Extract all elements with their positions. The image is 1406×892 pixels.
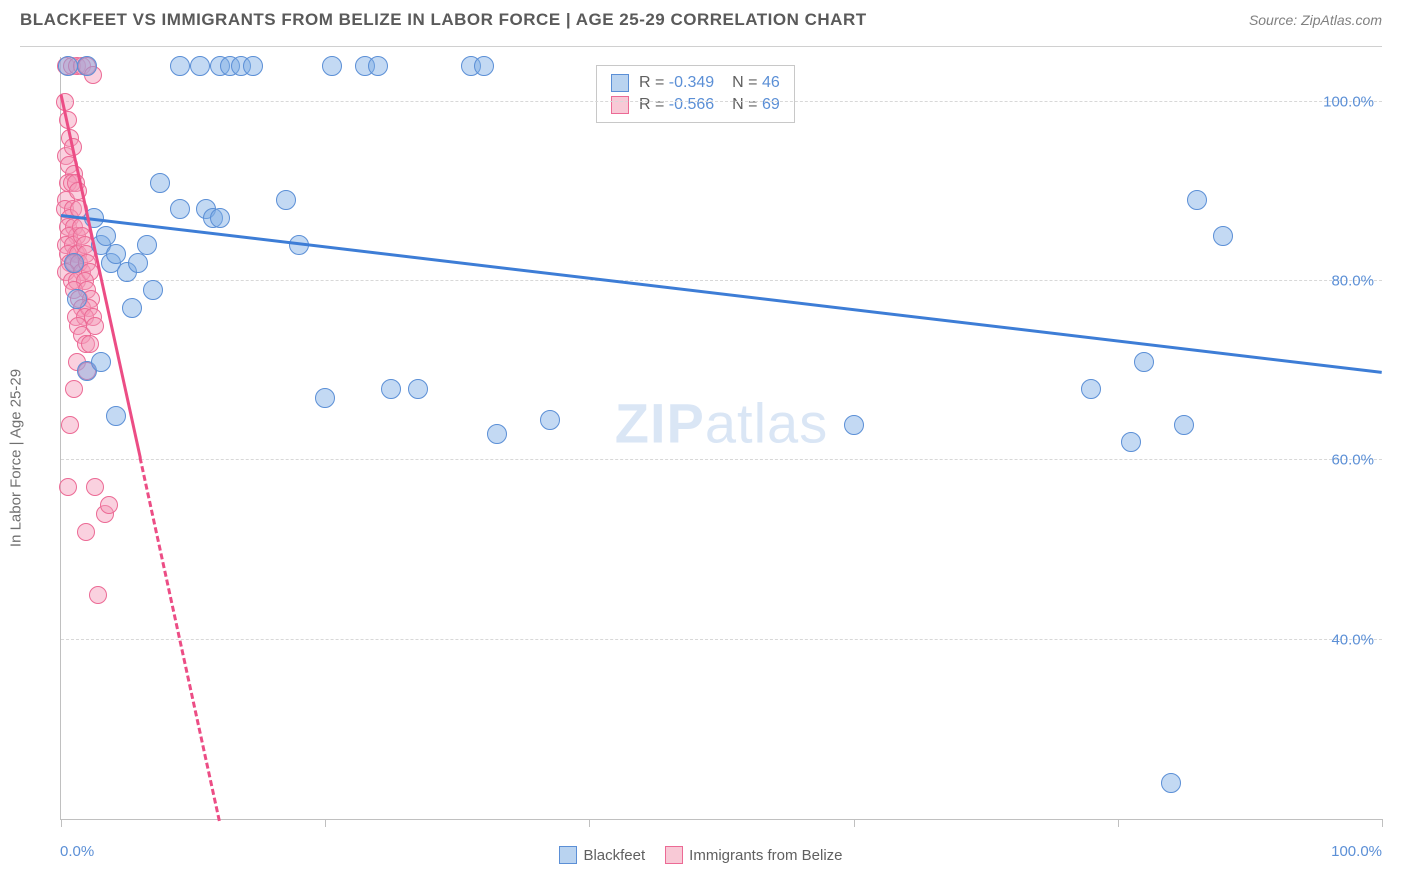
legend-item-belize: Immigrants from Belize (665, 846, 842, 864)
x-tick (1382, 819, 1383, 827)
legend-label-blackfeet: Blackfeet (583, 847, 645, 864)
correlation-row: R = -0.566N = 69 (611, 94, 780, 116)
data-point-blackfeet (487, 424, 507, 444)
data-point-blackfeet (190, 56, 210, 76)
y-tick-label: 100.0% (1323, 93, 1374, 110)
data-point-blackfeet (540, 410, 560, 430)
x-tick (61, 819, 62, 827)
data-point-blackfeet (64, 253, 84, 273)
data-point-belize (89, 586, 107, 604)
data-point-blackfeet (210, 208, 230, 228)
data-point-belize (81, 335, 99, 353)
data-point-blackfeet (276, 190, 296, 210)
gridline (61, 101, 1382, 102)
chart-container: In Labor Force | Age 25-29 ZIPatlas R = … (20, 46, 1382, 868)
data-point-blackfeet (1161, 773, 1181, 793)
data-point-blackfeet (67, 289, 87, 309)
data-point-blackfeet (91, 352, 111, 372)
plot-area: ZIPatlas R = -0.349N = 46R = -0.566N = 6… (60, 57, 1382, 820)
data-point-belize (61, 416, 79, 434)
y-tick-label: 60.0% (1331, 452, 1374, 469)
trend-line-blackfeet (61, 214, 1382, 374)
data-point-belize (100, 496, 118, 514)
x-tick (1118, 819, 1119, 827)
data-point-blackfeet (1081, 379, 1101, 399)
data-point-blackfeet (474, 56, 494, 76)
legend-label-belize: Immigrants from Belize (689, 847, 842, 864)
data-point-blackfeet (137, 235, 157, 255)
swatch-icon (611, 74, 629, 92)
data-point-blackfeet (368, 56, 388, 76)
data-point-blackfeet (315, 388, 335, 408)
y-tick-label: 40.0% (1331, 631, 1374, 648)
data-point-blackfeet (170, 199, 190, 219)
data-point-blackfeet (106, 244, 126, 264)
gridline (61, 639, 1382, 640)
data-point-blackfeet (170, 56, 190, 76)
swatch-icon (611, 96, 629, 114)
data-point-blackfeet (381, 379, 401, 399)
x-tick (854, 819, 855, 827)
data-point-blackfeet (322, 56, 342, 76)
swatch-blackfeet (559, 846, 577, 864)
y-tick-label: 80.0% (1331, 273, 1374, 290)
data-point-blackfeet (106, 406, 126, 426)
correlation-row: R = -0.349N = 46 (611, 72, 780, 94)
data-point-belize (59, 478, 77, 496)
data-point-blackfeet (150, 173, 170, 193)
chart-title: BLACKFEET VS IMMIGRANTS FROM BELIZE IN L… (20, 10, 867, 30)
y-axis-label: In Labor Force | Age 25-29 (8, 368, 25, 546)
data-point-belize (77, 523, 95, 541)
data-point-belize (65, 380, 83, 398)
bottom-legend: Blackfeet Immigrants from Belize (20, 846, 1382, 864)
data-point-blackfeet (122, 298, 142, 318)
data-point-belize (86, 478, 104, 496)
data-point-blackfeet (128, 253, 148, 273)
swatch-belize (665, 846, 683, 864)
data-point-blackfeet (1187, 190, 1207, 210)
watermark: ZIPatlas (615, 390, 828, 455)
x-tick (325, 819, 326, 827)
data-point-blackfeet (243, 56, 263, 76)
source-attribution: Source: ZipAtlas.com (1249, 12, 1382, 28)
data-point-blackfeet (1121, 432, 1141, 452)
data-point-blackfeet (1174, 415, 1194, 435)
data-point-blackfeet (1134, 352, 1154, 372)
data-point-blackfeet (96, 226, 116, 246)
x-tick (589, 819, 590, 827)
data-point-blackfeet (77, 56, 97, 76)
legend-item-blackfeet: Blackfeet (559, 846, 645, 864)
data-point-belize (86, 317, 104, 335)
gridline (61, 280, 1382, 281)
data-point-blackfeet (143, 280, 163, 300)
data-point-blackfeet (1213, 226, 1233, 246)
data-point-blackfeet (844, 415, 864, 435)
gridline (61, 459, 1382, 460)
data-point-blackfeet (408, 379, 428, 399)
data-point-blackfeet (58, 56, 78, 76)
correlation-legend: R = -0.349N = 46R = -0.566N = 69 (596, 65, 795, 123)
